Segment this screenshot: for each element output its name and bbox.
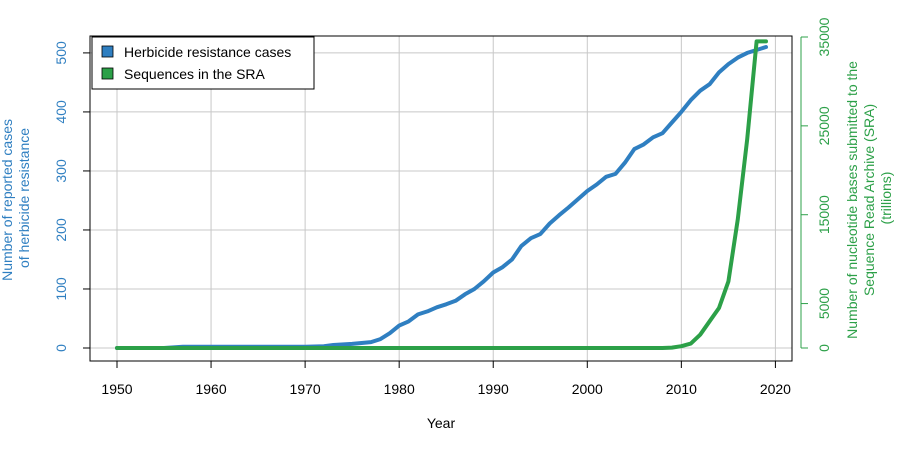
x-tick-label: 2010 xyxy=(666,381,697,397)
x-tick-label: 2020 xyxy=(760,381,791,397)
y-left-tick-label: 100 xyxy=(53,277,69,301)
x-tick-label: 2000 xyxy=(572,381,603,397)
legend-label-herbicide: Herbicide resistance cases xyxy=(124,44,291,60)
legend-label-sra: Sequences in the SRA xyxy=(124,66,266,82)
x-tick-label: 1970 xyxy=(290,381,321,397)
plot-frame xyxy=(89,35,793,362)
y-right-tick-label: 35000 xyxy=(816,17,832,56)
legend: Herbicide resistance cases Sequences in … xyxy=(91,36,315,90)
series-line-0 xyxy=(115,45,768,350)
x-tick-label: 1990 xyxy=(478,381,509,397)
series-lines xyxy=(115,39,768,350)
y-axis-left-title: Number of reported cases of herbicide re… xyxy=(0,115,32,281)
y-right-tick-label: 5000 xyxy=(816,288,832,319)
y-axis-right-title-line1: Number of nucleotide bases submitted to … xyxy=(844,61,860,339)
y-left-tick-label: 500 xyxy=(53,41,69,65)
y-left-tick-label: 200 xyxy=(53,218,69,242)
y-right-tick-label: 25000 xyxy=(816,106,832,145)
y-axis-left-title-line2: of herbicide resistance xyxy=(16,128,32,268)
x-tick-label: 1960 xyxy=(195,381,226,397)
x-tick-label: 1980 xyxy=(384,381,415,397)
grid xyxy=(90,36,792,361)
y-left-tick-label: 300 xyxy=(53,159,69,183)
y-axis-left-title-line1: Number of reported cases xyxy=(0,119,15,281)
legend-swatch-herbicide xyxy=(101,45,114,58)
series-line-1 xyxy=(115,39,768,350)
y-left-tick-label: 0 xyxy=(53,344,69,352)
y-right-tick-label: 15000 xyxy=(816,195,832,234)
legend-box xyxy=(91,36,315,90)
y-axis-right-title-line3: (trillions) xyxy=(878,172,894,225)
legend-swatch-sra xyxy=(101,67,114,80)
x-tick-label: 1950 xyxy=(101,381,132,397)
y-axis-right-title: Number of nucleotide bases submitted to … xyxy=(844,57,894,339)
y-axis-right-title-line2: Sequence Read Archive (SRA) xyxy=(861,104,877,296)
axes: 1950 1960 1970 1980 1990 2000 2010 2020 0 100 200 3… xyxy=(53,17,832,397)
y-right-tick-label: 0 xyxy=(816,344,832,352)
x-axis-title: Year xyxy=(427,415,456,431)
y-left-tick-label: 400 xyxy=(53,100,69,124)
